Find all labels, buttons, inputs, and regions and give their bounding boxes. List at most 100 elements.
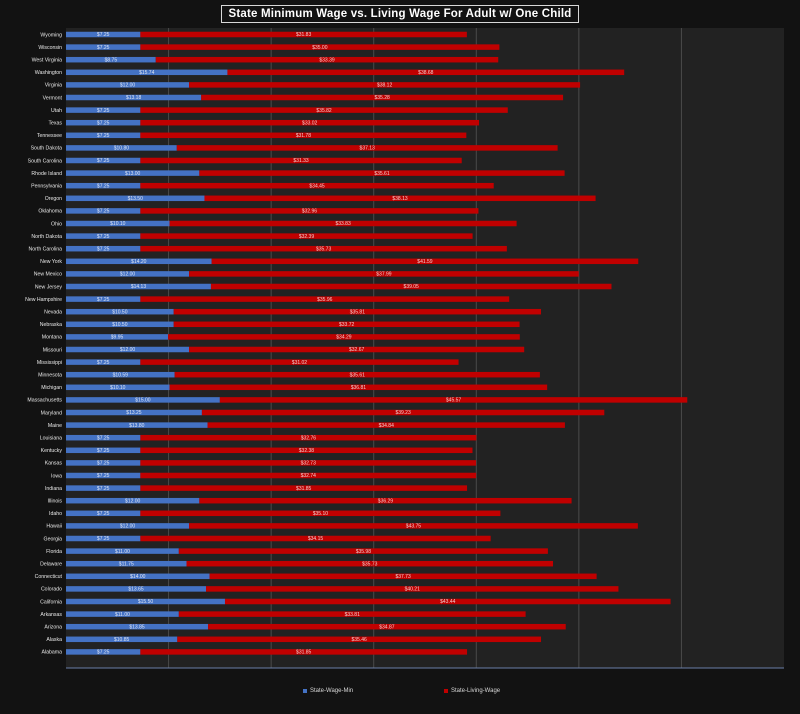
bar-living-wage (140, 472, 477, 479)
data-label-min: $7.25 (97, 511, 110, 517)
data-label-living: $31.83 (296, 32, 312, 38)
bar-living-wage (140, 157, 462, 164)
data-label-min: $12.00 (120, 347, 136, 353)
category-tick-label: South Dakota (31, 146, 63, 152)
data-label-living: $33.83 (335, 221, 351, 227)
bar-min-wage (66, 119, 141, 126)
data-label-min: $10.10 (110, 385, 126, 391)
bar-living-wage (206, 586, 619, 592)
bar-living-wage (140, 296, 510, 302)
data-label-min: $12.00 (120, 272, 136, 278)
data-label-living: $31.85 (296, 486, 312, 492)
bar-living-wage (140, 447, 473, 454)
data-label-min: $7.25 (97, 133, 110, 139)
bar-living-wage (227, 69, 625, 76)
data-label-min: $10.50 (112, 309, 128, 315)
data-label-living: $37.99 (376, 272, 392, 278)
data-label-min: $11.75 (119, 561, 134, 567)
bar-min-wage (66, 208, 141, 214)
bar-min-wage (66, 371, 175, 378)
bar-min-wage (66, 182, 141, 189)
bar-min-wage (66, 94, 202, 101)
bar-min-wage (66, 170, 200, 176)
data-label-living: $34.15 (308, 536, 324, 542)
data-label-min: $7.25 (97, 297, 110, 303)
bar-living-wage (204, 195, 596, 202)
bar-living-wage (199, 497, 572, 504)
category-tick-label: California (40, 599, 62, 605)
data-label-living: $38.68 (418, 70, 434, 76)
data-label-min: $7.25 (97, 360, 110, 366)
bar-living-wage (140, 182, 494, 189)
category-tick-label: Delaware (40, 562, 62, 568)
category-tick-label: Nevada (44, 310, 62, 316)
category-labels: $7.25 $31.83 Wyoming $7.25 $35.00 Wisconsin $8… (25, 32, 461, 656)
chart-title-box: State Minimum Wage vs. Living Wage For A… (0, 4, 800, 23)
bar-living-wage (140, 649, 468, 655)
data-label-living: $41.59 (417, 259, 433, 265)
bar-living-wage (177, 636, 542, 643)
category-tick-label: Nebraska (40, 322, 62, 328)
data-label-min: $7.25 (97, 650, 110, 656)
category-tick-label: Missouri (43, 347, 62, 353)
category-tick-label: Alabama (42, 650, 63, 656)
data-label-living: $35.61 (374, 171, 390, 177)
data-label-living: $37.73 (395, 574, 411, 580)
bar-min-wage (66, 598, 225, 605)
data-label-min: $10.80 (114, 146, 130, 152)
data-label-living: $40.21 (405, 587, 421, 593)
bar-living-wage (189, 523, 638, 529)
data-label-living: $39.23 (395, 410, 411, 416)
data-label-min: $11.00 (115, 549, 130, 555)
data-label-min: $14.20 (131, 259, 147, 265)
data-label-living: $35.98 (356, 549, 372, 555)
category-tick-label: Mississippi (37, 360, 62, 366)
category-tick-label: Idaho (49, 511, 62, 517)
data-label-min: $10.59 (113, 372, 129, 378)
category-tick-label: South Carolina (28, 158, 62, 164)
bar-living-wage (199, 170, 565, 176)
category-tick-label: Virginia (45, 83, 62, 89)
data-label-min: $7.25 (97, 120, 110, 126)
bar-living-wage (211, 258, 639, 265)
legend-label-min: State-Wage-Min (310, 688, 354, 694)
bar-min-wage (66, 321, 174, 328)
legend-swatch-min (303, 689, 307, 693)
data-label-min: $13.85 (129, 624, 145, 630)
data-label-min: $13.50 (128, 196, 144, 202)
bar-min-wage (66, 69, 228, 76)
data-label-min: $7.25 (97, 32, 110, 38)
bar-living-wage (140, 107, 508, 113)
data-label-min: $7.25 (97, 435, 110, 441)
bar-min-wage (66, 447, 141, 454)
data-label-min: $10.85 (114, 637, 130, 643)
data-label-living: $35.82 (316, 108, 332, 114)
bar-min-wage (66, 636, 178, 643)
bar-min-wage (66, 308, 174, 315)
category-tick-label: Montana (42, 335, 62, 341)
bar-min-wage (66, 497, 200, 504)
bar-living-wage (186, 560, 554, 567)
category-tick-label: Texas (48, 121, 62, 127)
data-label-living: $32.67 (349, 347, 365, 353)
data-label-min: $7.25 (97, 209, 110, 215)
legend-swatch-living (444, 689, 448, 693)
bar-min-wage (66, 535, 141, 542)
bar-living-wage (208, 623, 566, 630)
data-label-living: $45.57 (446, 398, 462, 404)
bar-min-wage (66, 56, 156, 63)
data-label-min: $7.25 (97, 461, 110, 467)
category-tick-label: West Virginia (32, 58, 62, 64)
category-tick-label: Arkansas (40, 612, 62, 618)
bar-living-wage (140, 460, 477, 466)
category-tick-label: Colorado (41, 587, 62, 593)
bar-living-wage (176, 145, 558, 151)
bar-min-wage (66, 472, 141, 479)
category-tick-label: Kentucky (41, 448, 63, 454)
data-label-living: $38.13 (392, 196, 408, 202)
category-tick-label: Iowa (51, 473, 62, 479)
category-tick-label: Pennsylvania (31, 184, 62, 190)
category-tick-label: Hawaii (46, 524, 62, 530)
bar-min-wage (66, 233, 141, 239)
